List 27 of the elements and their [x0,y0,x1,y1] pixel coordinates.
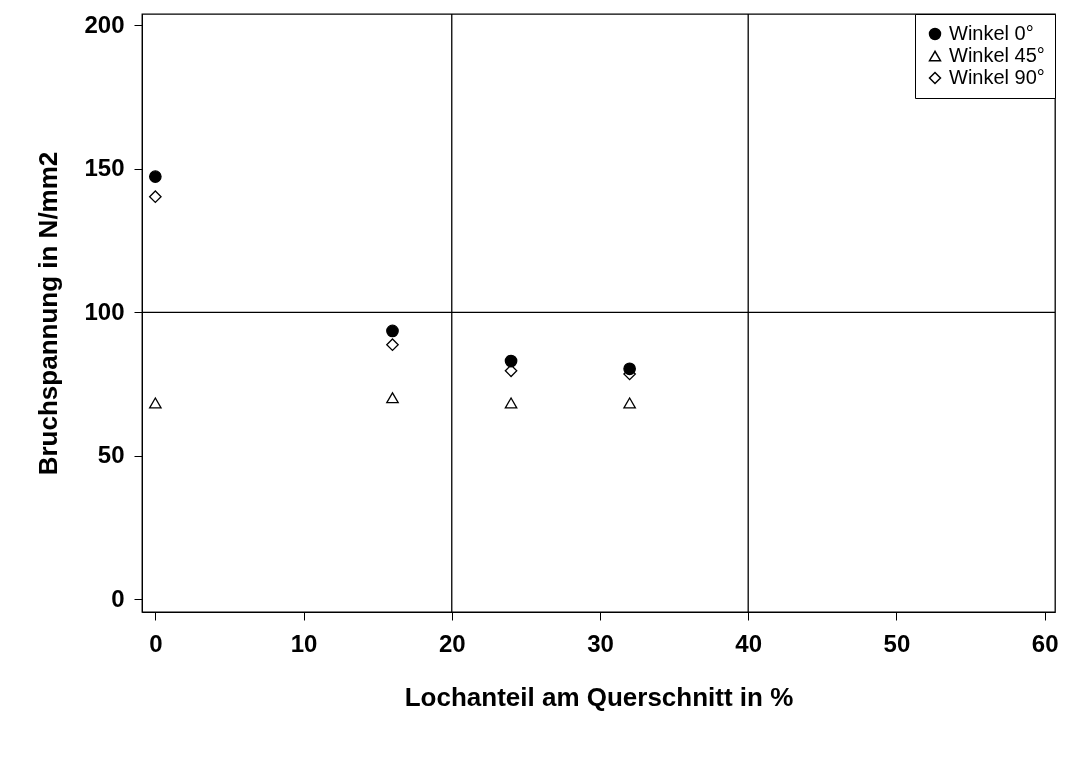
x-tick-label: 10 [290,629,318,657]
x-tick-label: 0 [149,629,163,657]
point [148,190,162,204]
y-tick-label: 0 [111,584,125,612]
y-tick-label: 100 [84,297,125,325]
point [504,364,518,378]
legend-label: Winkel 90° [949,66,1045,88]
point [148,170,162,183]
y-tick-label: 50 [97,441,125,469]
point [504,354,518,368]
y-tick-label: 200 [84,10,125,38]
point [386,392,399,404]
y-tick-label: 150 [84,154,125,182]
point [504,397,518,409]
legend-label: Winkel 45° [949,44,1045,66]
point [386,338,399,352]
x-tick-label: 30 [587,629,614,657]
x-tick-label: 50 [883,629,911,657]
point [623,397,636,409]
point [386,324,399,338]
y-axis-title: Bruchspannung in N/mm2 [33,151,64,476]
x-axis-title: Lochanteil am Querschnitt in % [404,681,794,712]
x-tick-label: 20 [438,629,466,657]
x-tick-label: 40 [735,629,763,657]
legend-label: Winkel 0° [949,22,1034,44]
x-tick-label: 60 [1031,629,1059,657]
point [148,397,162,409]
